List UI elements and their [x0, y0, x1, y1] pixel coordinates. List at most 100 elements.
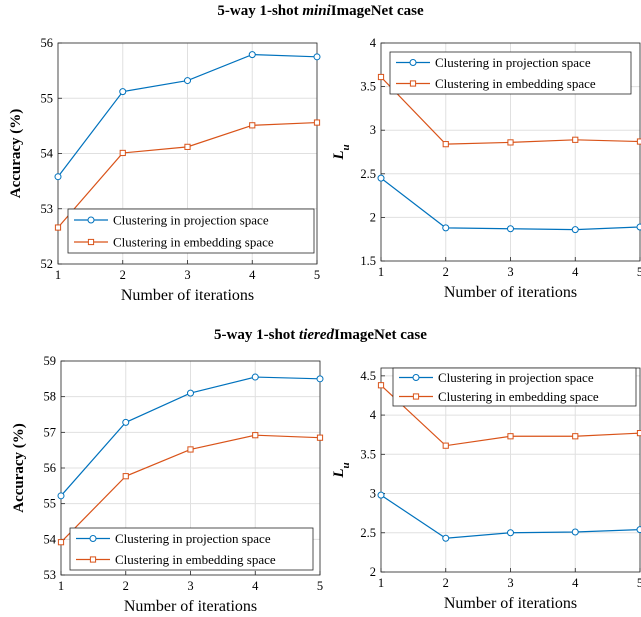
data-point-projection — [122, 418, 130, 426]
data-point-projection — [187, 389, 194, 397]
y-tick-label: 2.5 — [360, 526, 376, 540]
y-axis-label: Lu — [331, 462, 352, 478]
y-tick-label: 1.5 — [360, 254, 376, 268]
y-axis-label-subscript: u — [340, 462, 352, 468]
y-axis-label-main: L — [331, 150, 347, 160]
y-tick-label: 3.5 — [360, 80, 376, 94]
data-point-projection — [316, 375, 324, 383]
data-point-projection — [313, 53, 321, 61]
x-tick-label: 2 — [443, 576, 449, 590]
legend-label: Clustering in projection space — [438, 370, 594, 385]
chart-tiered-accuracy: 1 2 3 4 5 53 54 55 56 57 58 59 Number of iterations A… — [11, 354, 324, 615]
data-point-embedding — [122, 473, 129, 480]
y-tick-label: 4.5 — [360, 369, 376, 383]
data-point-projection — [507, 225, 514, 233]
x-axis-label: Number of iterations — [444, 595, 577, 612]
legend-marker-circle — [412, 374, 420, 381]
x-tick-label: 3 — [507, 576, 513, 590]
y-tick-label: 54 — [44, 532, 57, 546]
data-point-embedding — [119, 149, 126, 157]
data-point-embedding — [252, 432, 259, 439]
legend-label: Clustering in projection space — [113, 213, 269, 228]
y-axis-label: Lu — [331, 144, 352, 160]
legend-marker-circle — [89, 535, 97, 542]
data-point-embedding — [313, 119, 321, 126]
y-tick-label: 3.5 — [360, 447, 376, 461]
y-tick-label: 4 — [370, 36, 377, 50]
y-tick-label: 58 — [44, 390, 57, 404]
data-point-embedding — [507, 433, 514, 440]
x-axis-label: Number of iterations — [121, 287, 254, 304]
data-point-projection — [184, 77, 191, 85]
y-axis-label: Accuracy (%) — [8, 109, 24, 199]
x-tick-label: 5 — [317, 579, 323, 593]
data-point-projection — [54, 173, 62, 181]
x-tick-label: 3 — [507, 265, 513, 279]
data-point-projection — [57, 492, 65, 500]
chart-mini-accuracy: 1 2 3 4 5 52 53 54 55 56 Number of iterations Accur… — [8, 36, 321, 304]
x-tick-label: 2 — [120, 268, 126, 282]
x-tick-label: 1 — [378, 576, 384, 590]
data-point-embedding — [316, 434, 324, 441]
y-tick-label: 56 — [44, 461, 57, 475]
x-tick-label: 4 — [572, 265, 579, 279]
x-tick-label: 1 — [58, 579, 64, 593]
data-point-projection — [507, 529, 514, 537]
data-point-embedding — [572, 433, 579, 440]
legend-marker-square — [412, 393, 420, 400]
y-tick-label: 4 — [370, 408, 377, 422]
data-point-embedding — [377, 382, 385, 389]
legend-box — [392, 367, 637, 407]
y-tick-label: 53 — [41, 202, 54, 216]
x-axis-label: Number of iterations — [444, 284, 577, 301]
data-point-projection — [251, 373, 259, 381]
x-tick-label: 4 — [572, 576, 579, 590]
y-tick-label: 52 — [41, 257, 54, 271]
y-tick-label: 55 — [44, 497, 57, 511]
y-tick-label: 59 — [44, 354, 57, 368]
legend: Clustering in projection space Clustering… — [67, 208, 315, 254]
legend-marker-square — [409, 80, 417, 87]
data-point-embedding — [572, 136, 579, 143]
data-point-embedding — [636, 430, 641, 437]
y-tick-label: 3 — [370, 487, 376, 501]
chart-mini-lu: 1 2 3 4 5 1.5 2 2.5 3 3.5 4 Number of iterations Lu C… — [331, 36, 641, 301]
data-point-embedding — [54, 224, 62, 231]
y-axis-label-main: L — [331, 468, 347, 478]
legend-marker-circle — [409, 59, 417, 66]
data-point-embedding — [187, 446, 194, 453]
data-point-projection — [571, 528, 579, 536]
data-point-projection — [377, 174, 385, 182]
data-point-embedding — [442, 442, 449, 449]
data-point-embedding — [507, 139, 514, 146]
x-tick-label: 5 — [314, 268, 320, 282]
data-point-embedding — [636, 138, 641, 145]
legend: Clustering in projection space Clustering… — [389, 51, 632, 95]
data-point-projection — [442, 224, 450, 232]
x-tick-label: 3 — [187, 579, 193, 593]
x-tick-label: 1 — [378, 265, 384, 279]
y-tick-label: 2.5 — [360, 167, 376, 181]
x-axis-label: Number of iterations — [124, 598, 257, 615]
data-point-embedding — [249, 122, 256, 129]
data-point-embedding — [57, 539, 65, 546]
x-tick-label: 2 — [443, 265, 449, 279]
x-tick-label: 3 — [184, 268, 190, 282]
data-point-projection — [442, 534, 450, 542]
y-axis-label: Accuracy (%) — [11, 423, 27, 513]
legend: Clustering in projection space Clustering… — [69, 527, 314, 571]
y-tick-label: 55 — [41, 91, 54, 105]
legend-marker-square — [87, 238, 95, 246]
x-tick-label: 4 — [249, 268, 256, 282]
legend-label: Clustering in embedding space — [435, 76, 596, 91]
y-tick-label: 53 — [44, 568, 57, 582]
y-axis-label-subscript: u — [340, 144, 352, 150]
data-point-embedding — [442, 141, 449, 148]
legend-label: Clustering in projection space — [115, 531, 271, 546]
legend-label: Clustering in embedding space — [438, 389, 599, 404]
row-title-tiered: 5-way 1-shot tieredImageNet case — [214, 327, 427, 343]
legend-marker-circle — [87, 216, 95, 224]
row-title-mini: 5-way 1-shot miniImageNet case — [217, 3, 424, 19]
